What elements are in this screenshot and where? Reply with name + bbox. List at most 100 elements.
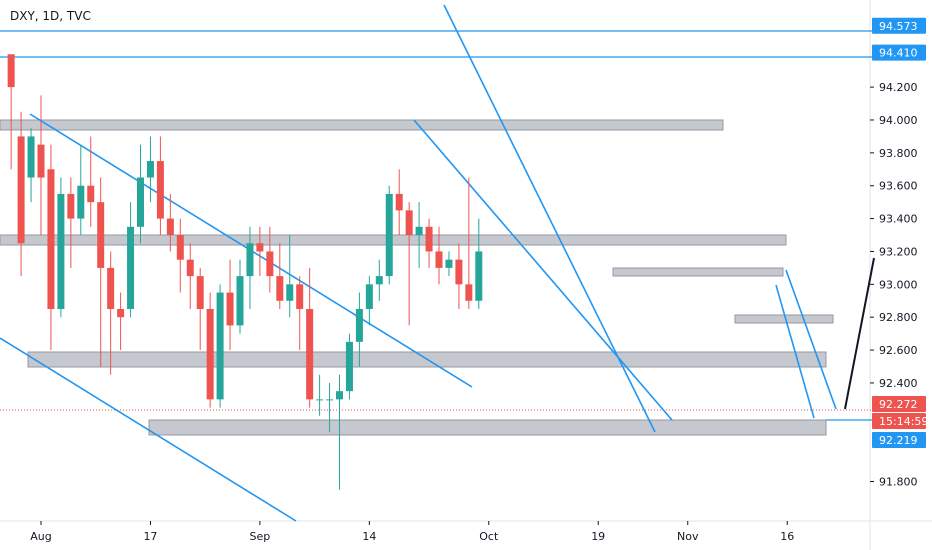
candle-10[interactable] <box>107 251 115 375</box>
price-badge: 94.573 <box>872 17 926 34</box>
candle-body <box>87 185 95 203</box>
candle-23[interactable] <box>236 259 244 334</box>
candle-27[interactable] <box>276 243 284 309</box>
candle-40[interactable] <box>405 202 413 326</box>
candle-31[interactable] <box>316 374 324 416</box>
candle-2[interactable] <box>27 128 35 203</box>
x-tick-label: 17 <box>143 530 157 543</box>
candle-body <box>7 54 15 88</box>
candle-body <box>276 276 284 301</box>
y-tick-label: 92.600 <box>879 344 918 357</box>
candle-body <box>345 341 353 392</box>
candle-19[interactable] <box>196 267 204 351</box>
candle-15[interactable] <box>156 136 164 236</box>
candle-39[interactable] <box>395 169 403 236</box>
candle-8[interactable] <box>87 136 95 227</box>
candle-12[interactable] <box>127 202 135 318</box>
price-axis[interactable]: 94.200 94.000 93.800 93.600 93.400 93.200 93.0… <box>870 81 918 489</box>
candle-30[interactable] <box>306 267 314 408</box>
candle-45[interactable] <box>455 243 463 309</box>
candle-13[interactable] <box>137 144 144 244</box>
candle-16[interactable] <box>166 193 174 252</box>
candle-21[interactable] <box>216 284 224 408</box>
trendline-descending-lower[interactable] <box>0 337 297 522</box>
candle-body <box>27 136 35 178</box>
candle-47[interactable] <box>475 218 483 309</box>
candle-body <box>146 161 154 178</box>
candle-7[interactable] <box>77 144 85 236</box>
candle-43[interactable] <box>435 226 443 285</box>
candle-20[interactable] <box>206 292 214 408</box>
candle-42[interactable] <box>425 218 433 268</box>
candle-body <box>256 243 264 252</box>
candle-body <box>166 218 174 236</box>
level-lines <box>0 30 872 421</box>
candle-body <box>316 399 324 401</box>
candle-33[interactable] <box>336 374 343 490</box>
y-tick-label: 91.800 <box>879 476 918 489</box>
zone-92200[interactable] <box>148 419 827 436</box>
candle-body <box>465 284 473 301</box>
chart-title: DXY, 1D, TVC <box>10 9 91 23</box>
projection-arrow[interactable] <box>844 257 875 410</box>
candle-0[interactable] <box>7 54 15 170</box>
candle-1[interactable] <box>17 111 25 277</box>
candle-body <box>266 251 274 277</box>
price-badge-label: 94.573 <box>879 20 918 33</box>
trendline-november-left[interactable] <box>785 269 837 410</box>
candle-5[interactable] <box>57 177 65 318</box>
candle-body <box>286 284 294 301</box>
candle-38[interactable] <box>385 185 393 285</box>
price-badge-label: 94.410 <box>879 47 918 60</box>
candle-body <box>226 292 234 326</box>
candle-body <box>435 251 443 268</box>
candle-44[interactable] <box>445 251 453 277</box>
trendline-october-right[interactable] <box>413 119 673 421</box>
candle-body <box>475 251 483 301</box>
candle-46[interactable] <box>465 177 473 309</box>
candle-41[interactable] <box>415 202 423 268</box>
candle-35[interactable] <box>355 292 363 367</box>
candle-body <box>455 259 463 285</box>
candle-14[interactable] <box>146 136 154 203</box>
y-tick-label: 93.800 <box>879 147 918 160</box>
x-tick-label: 14 <box>362 530 376 543</box>
candle-4[interactable] <box>47 144 55 351</box>
candle-body <box>17 136 25 244</box>
zone-94000[interactable] <box>0 119 724 131</box>
candle-9[interactable] <box>97 177 105 367</box>
trendline-november-right[interactable] <box>775 284 815 419</box>
candles-layer <box>7 54 483 490</box>
candle-29[interactable] <box>296 276 304 351</box>
candle-11[interactable] <box>117 292 125 351</box>
candle-3[interactable] <box>37 95 45 236</box>
candle-25[interactable] <box>256 226 264 277</box>
candle-37[interactable] <box>375 259 383 301</box>
candle-body <box>47 169 55 309</box>
zone-92850[interactable] <box>734 314 834 324</box>
candle-18[interactable] <box>186 243 194 309</box>
candle-36[interactable] <box>365 276 373 326</box>
candle-32[interactable] <box>326 382 334 433</box>
y-tick-label: 92.400 <box>879 377 918 390</box>
candle-body <box>97 202 105 268</box>
candle-body <box>246 243 254 277</box>
candle-24[interactable] <box>246 226 254 309</box>
candle-17[interactable] <box>176 218 184 293</box>
x-tick-label: 16 <box>780 530 794 543</box>
price-badge-label: 15:14:59 <box>879 415 928 428</box>
trendline-october-left[interactable] <box>443 4 656 433</box>
candle-26[interactable] <box>266 226 274 293</box>
candle-body <box>445 259 453 268</box>
candle-body <box>196 276 204 309</box>
candle-22[interactable] <box>226 259 234 351</box>
time-axis[interactable]: Aug 17 Sep 14 Oct 19 Nov 16 <box>30 521 794 543</box>
candle-6[interactable] <box>67 177 75 268</box>
zone-93350[interactable] <box>0 234 787 246</box>
candle-28[interactable] <box>286 235 294 318</box>
candle-body <box>296 284 304 309</box>
candle-34[interactable] <box>345 333 353 400</box>
candle-body <box>37 144 45 178</box>
zone-93100[interactable] <box>612 267 784 277</box>
